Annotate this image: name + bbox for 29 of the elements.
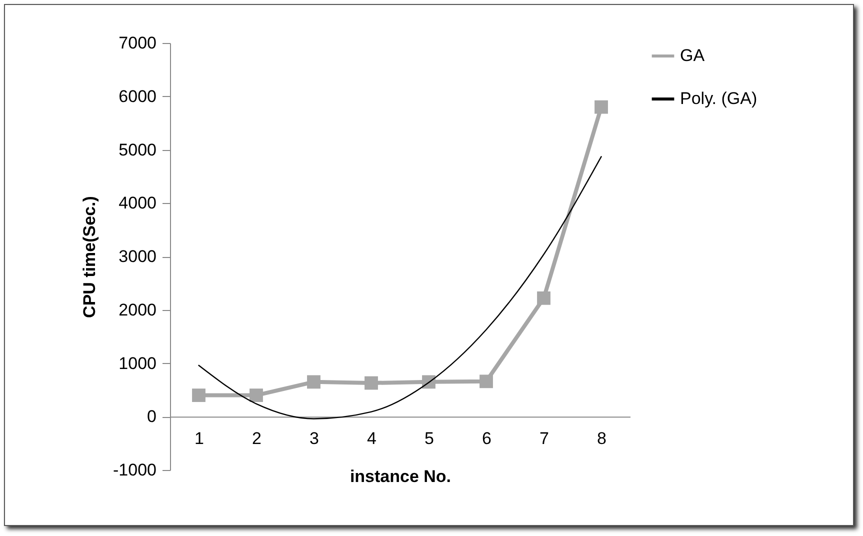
point — [594, 100, 608, 114]
x-tick-label: 5 — [424, 429, 434, 448]
point — [192, 388, 206, 402]
y-tick-label: 4000 — [118, 194, 156, 213]
x-tick-label: 6 — [482, 429, 492, 448]
point — [307, 375, 320, 389]
x-tick-label: 3 — [310, 429, 319, 448]
point — [480, 374, 493, 388]
y-tick-label: 6000 — [118, 86, 156, 106]
y-tick-label: 7000 — [118, 34, 156, 52]
legend-label: GA — [680, 46, 706, 65]
point — [537, 291, 550, 305]
x-tick-label: 4 — [367, 429, 376, 448]
y-tick-label: 3000 — [118, 247, 156, 266]
x-axis-title: instance No. — [350, 467, 452, 486]
y-tick-label: 1000 — [118, 354, 156, 373]
y-tick-label: -1000 — [113, 460, 156, 480]
y-tick-label: 0 — [147, 407, 156, 426]
legend-label: Poly. (GA) — [680, 89, 758, 108]
y-tick-label: 2000 — [118, 300, 156, 320]
point — [250, 388, 263, 402]
y-tick-label: 5000 — [118, 140, 156, 160]
x-tick-label: 1 — [194, 429, 204, 448]
x-tick-label: 7 — [540, 429, 549, 448]
x-tick-label: 8 — [597, 429, 606, 448]
line-series — [198, 156, 602, 420]
x-tick-label: 2 — [252, 429, 262, 448]
point — [364, 376, 378, 390]
y-axis-title: CPU time(Sec.) — [80, 196, 100, 318]
